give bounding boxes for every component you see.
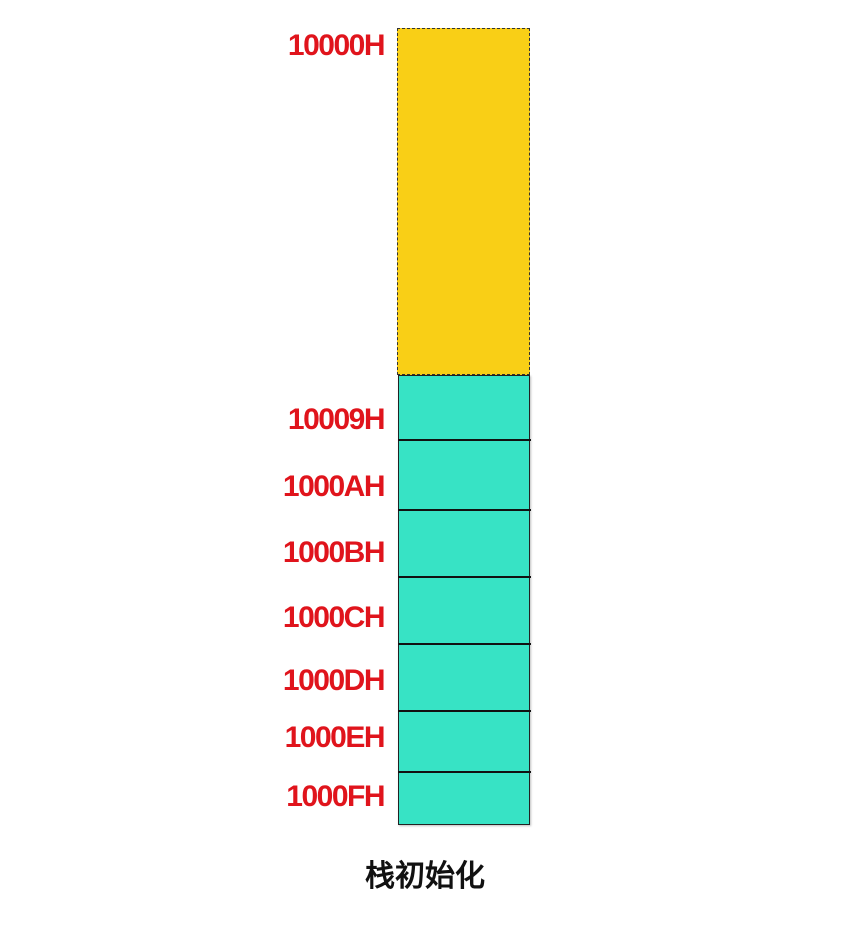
address-label-top: 10000H (287, 29, 386, 62)
address-label-slot: 1000BH (282, 536, 386, 569)
address-label-slot: 10009H (287, 403, 386, 436)
address-label-slot: 1000DH (282, 664, 386, 697)
slot-divider (398, 576, 531, 578)
slot-divider (398, 509, 531, 511)
slot-divider (398, 643, 531, 645)
address-label-slot: 1000CH (282, 601, 386, 634)
slot-divider (398, 710, 531, 712)
unused-memory-region (397, 28, 530, 375)
address-label-slot: 1000EH (284, 721, 386, 754)
slot-divider (398, 439, 531, 441)
stack-slots-block (398, 375, 530, 825)
address-label-slot: 1000AH (282, 470, 386, 503)
diagram-caption: 栈初始化 (365, 859, 485, 894)
address-label-slot: 1000FH (286, 780, 385, 813)
slot-divider (398, 771, 531, 773)
